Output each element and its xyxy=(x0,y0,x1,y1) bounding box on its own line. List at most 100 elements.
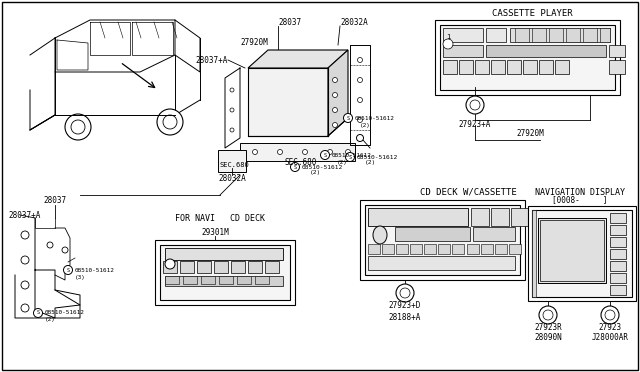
Bar xyxy=(600,28,610,42)
Bar xyxy=(610,225,626,235)
Circle shape xyxy=(443,39,453,49)
Bar xyxy=(583,28,597,42)
Text: (2): (2) xyxy=(337,160,348,164)
Bar xyxy=(395,227,470,241)
Bar xyxy=(471,208,489,226)
Text: CASSETTE PLAYER: CASSETTE PLAYER xyxy=(492,9,572,17)
Bar xyxy=(609,45,625,57)
Text: S: S xyxy=(36,311,40,315)
Circle shape xyxy=(62,247,68,253)
Bar xyxy=(610,213,626,223)
Bar xyxy=(491,208,509,226)
Text: 28032A: 28032A xyxy=(340,17,368,26)
Circle shape xyxy=(605,310,615,320)
Bar xyxy=(509,244,521,254)
Text: S: S xyxy=(67,267,70,273)
Bar xyxy=(255,276,269,284)
Text: CD DECK W/CASSETTE: CD DECK W/CASSETTE xyxy=(420,187,516,196)
Text: 08510-51612: 08510-51612 xyxy=(332,153,372,157)
Circle shape xyxy=(230,108,234,112)
Bar xyxy=(155,240,295,305)
Bar xyxy=(486,28,506,42)
Bar xyxy=(231,261,245,273)
Bar xyxy=(265,261,279,273)
Circle shape xyxy=(466,96,484,114)
Text: S: S xyxy=(348,154,351,160)
Text: 08510-51612: 08510-51612 xyxy=(75,267,115,273)
Bar xyxy=(511,208,529,226)
Text: 28037: 28037 xyxy=(44,196,67,205)
Bar xyxy=(523,60,537,74)
Text: 27923+A: 27923+A xyxy=(459,120,491,129)
Ellipse shape xyxy=(373,226,387,244)
Bar xyxy=(475,60,489,74)
Circle shape xyxy=(358,77,362,83)
Bar xyxy=(566,28,580,42)
Circle shape xyxy=(21,231,29,239)
Bar xyxy=(467,244,479,254)
Text: 28037+A: 28037+A xyxy=(196,55,228,64)
Bar xyxy=(532,210,536,297)
Bar xyxy=(452,244,464,254)
Text: 27923+D: 27923+D xyxy=(389,301,421,310)
Bar xyxy=(440,25,615,90)
Text: 28032A: 28032A xyxy=(218,173,246,183)
Bar xyxy=(219,276,233,284)
Bar xyxy=(532,210,632,297)
Text: 08510-51612: 08510-51612 xyxy=(355,115,395,121)
Circle shape xyxy=(71,120,85,134)
Circle shape xyxy=(230,88,234,92)
Circle shape xyxy=(21,281,29,289)
Bar xyxy=(610,249,626,259)
Bar xyxy=(610,237,626,247)
Polygon shape xyxy=(248,50,348,68)
Text: S: S xyxy=(323,153,326,157)
Text: S: S xyxy=(293,164,296,170)
Bar xyxy=(528,206,636,301)
Bar xyxy=(473,227,515,241)
Circle shape xyxy=(333,108,337,112)
Bar xyxy=(160,245,290,300)
Text: J28000AR: J28000AR xyxy=(591,334,628,343)
Bar xyxy=(183,276,197,284)
Bar xyxy=(495,244,507,254)
Bar xyxy=(532,28,546,42)
Text: 08510-51612: 08510-51612 xyxy=(45,311,85,315)
Bar xyxy=(491,60,505,74)
Text: 28037: 28037 xyxy=(278,17,301,26)
Bar xyxy=(443,28,483,42)
Circle shape xyxy=(157,109,183,135)
Circle shape xyxy=(346,153,355,161)
Circle shape xyxy=(253,150,257,154)
Bar xyxy=(443,60,457,74)
Text: 28188+A: 28188+A xyxy=(389,312,421,321)
Circle shape xyxy=(328,150,333,154)
Circle shape xyxy=(356,135,364,141)
Text: 1: 1 xyxy=(446,34,450,40)
Bar xyxy=(165,248,283,260)
Bar xyxy=(507,60,521,74)
Bar xyxy=(396,244,408,254)
Bar xyxy=(481,244,493,254)
Bar xyxy=(368,244,380,254)
Circle shape xyxy=(21,256,29,264)
Circle shape xyxy=(63,266,72,275)
Circle shape xyxy=(321,151,330,160)
Circle shape xyxy=(344,113,353,122)
Text: [0008-     ]: [0008- ] xyxy=(552,196,608,205)
Text: (3): (3) xyxy=(75,275,86,279)
Text: (2): (2) xyxy=(365,160,376,164)
Bar xyxy=(540,220,604,281)
Text: 28090N: 28090N xyxy=(534,334,562,343)
Bar xyxy=(248,68,328,136)
Circle shape xyxy=(470,100,480,110)
Bar xyxy=(368,256,515,270)
Bar xyxy=(555,60,569,74)
Bar xyxy=(459,60,473,74)
Bar xyxy=(237,276,251,284)
Circle shape xyxy=(165,259,175,269)
Bar xyxy=(248,261,262,273)
Bar xyxy=(549,28,563,42)
Text: 28037+A: 28037+A xyxy=(8,211,40,219)
Circle shape xyxy=(65,114,91,140)
